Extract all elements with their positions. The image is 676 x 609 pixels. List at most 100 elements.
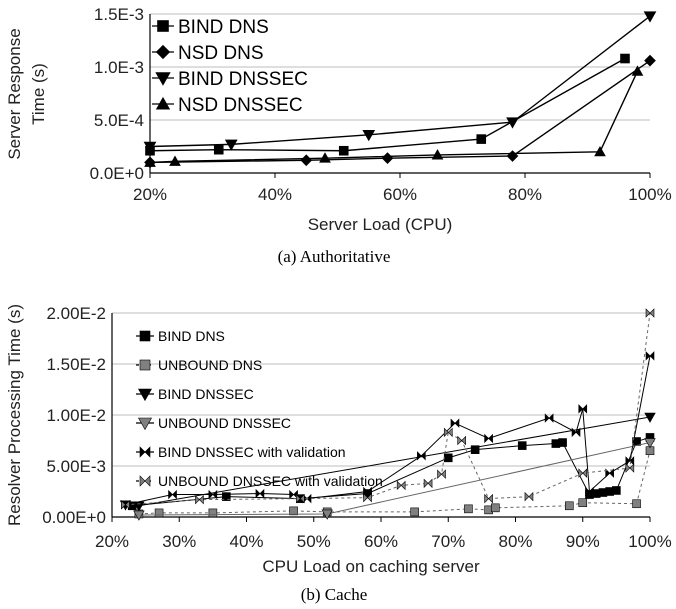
- legend-entry: BIND DNSSEC with validation: [136, 444, 346, 460]
- data-point: [222, 492, 231, 501]
- x-tick-label: 60%: [383, 185, 417, 204]
- y-tick-label: 1.0E-3: [94, 58, 144, 77]
- y-axis-title: Resolver Processing Time (s): [5, 304, 24, 526]
- x-tick-label: 90%: [566, 532, 600, 551]
- legend-entry: NSD DNSSEC: [152, 95, 303, 116]
- data-point: [319, 152, 331, 163]
- data-point: [338, 145, 349, 156]
- data-point: [612, 486, 621, 495]
- data-point: [362, 130, 376, 142]
- data-point: [632, 499, 641, 509]
- legend-label: UNBOUND DNSSEC with validation: [158, 473, 383, 489]
- legend-entry: UNBOUND DNSSEC: [136, 415, 291, 431]
- data-point: [470, 445, 480, 454]
- data-point: [517, 441, 527, 450]
- x-tick-label: 40%: [229, 532, 263, 551]
- data-point: [491, 503, 500, 513]
- y-tick-label: 2.00E-2: [46, 304, 106, 323]
- data-point: [168, 489, 177, 500]
- series-bind-dns: [127, 433, 655, 511]
- figure-caption: (a) Authoritative: [278, 247, 391, 266]
- data-point: [645, 308, 655, 318]
- legend-label: BIND DNSSEC with validation: [158, 444, 346, 460]
- y-tick-label: 5.0E-4: [94, 111, 144, 130]
- data-point: [321, 509, 333, 520]
- y-tick-label: 0.0E+0: [90, 164, 144, 183]
- data-point: [295, 493, 305, 504]
- series-line: [149, 70, 639, 164]
- series-bind-dnssec: [143, 11, 657, 153]
- data-point: [578, 498, 588, 508]
- data-point: [484, 493, 493, 504]
- data-point: [558, 438, 567, 447]
- x-tick-label: 100%: [628, 532, 671, 551]
- data-point: [484, 433, 493, 444]
- legend-label: NSD DNS: [178, 43, 264, 64]
- data-point: [443, 427, 453, 438]
- series-bind-dnssec-with-validation: [121, 351, 655, 510]
- legend-label: UNBOUND DNS: [158, 357, 262, 373]
- data-point: [564, 501, 574, 511]
- data-point: [417, 451, 426, 461]
- legend-entry: BIND DNS: [136, 328, 225, 344]
- data-point: [437, 469, 446, 479]
- legend-marker: [137, 417, 153, 431]
- x-tick-label: 50%: [297, 532, 331, 551]
- series-nsd-dnssec: [144, 65, 644, 167]
- x-tick-label: 40%: [258, 185, 292, 204]
- data-point: [224, 139, 238, 151]
- data-point: [363, 492, 372, 503]
- y-tick-label: 1.5E-3: [94, 5, 144, 24]
- data-point: [620, 53, 630, 64]
- data-point: [644, 54, 656, 67]
- data-point: [506, 117, 519, 129]
- x-tick-label: 100%: [628, 185, 671, 204]
- data-point: [289, 506, 298, 516]
- legend-marker: [139, 330, 151, 342]
- y-tick-label: 1.50E-2: [46, 355, 106, 374]
- data-point: [631, 65, 644, 76]
- data-point: [464, 504, 473, 514]
- legend-label: BIND DNSSEC: [158, 386, 254, 402]
- data-point: [450, 418, 460, 428]
- data-point: [625, 463, 635, 473]
- data-point: [144, 156, 156, 167]
- legend-marker: [155, 44, 171, 60]
- legend-entry: UNBOUND DNSSEC with validation: [136, 473, 383, 489]
- legend-entry: BIND DNSSEC: [136, 386, 254, 402]
- data-point: [208, 508, 218, 518]
- figure-caption: (b) Cache: [301, 585, 368, 604]
- x-tick-label: 30%: [162, 532, 196, 551]
- series-unbound-dnssec-with-validation: [121, 308, 655, 510]
- legend-marker: [155, 72, 171, 86]
- x-tick-label: 20%: [95, 532, 129, 551]
- y-axis-title: Server Response: [5, 28, 24, 159]
- data-point: [208, 489, 218, 500]
- data-point: [643, 11, 657, 23]
- data-point: [645, 351, 655, 361]
- legend-label: UNBOUND DNSSEC: [158, 415, 291, 431]
- data-point: [524, 491, 534, 502]
- y-tick-label: 0.00E+0: [42, 508, 106, 527]
- data-point: [457, 435, 467, 446]
- series-line: [125, 312, 651, 506]
- data-point: [133, 510, 145, 521]
- data-point: [396, 480, 406, 491]
- legend-marker: [139, 359, 151, 371]
- data-point: [578, 404, 588, 414]
- data-point: [195, 494, 204, 505]
- x-tick-label: 20%: [133, 185, 167, 204]
- data-point: [443, 453, 453, 463]
- legend-marker: [157, 20, 169, 32]
- legend-label: NSD DNSSEC: [178, 95, 303, 116]
- legend-entry: UNBOUND DNS: [136, 357, 262, 373]
- data-point: [605, 468, 614, 478]
- y-tick-label: 1.00E-2: [46, 406, 106, 425]
- data-point: [571, 427, 581, 438]
- legend-label: BIND DNS: [178, 17, 269, 38]
- data-point: [431, 149, 444, 160]
- data-point: [644, 412, 656, 423]
- x-tick-label: 60%: [364, 532, 398, 551]
- legend-entry: BIND DNSSEC: [152, 69, 308, 90]
- legend-entry: BIND DNS: [152, 17, 269, 38]
